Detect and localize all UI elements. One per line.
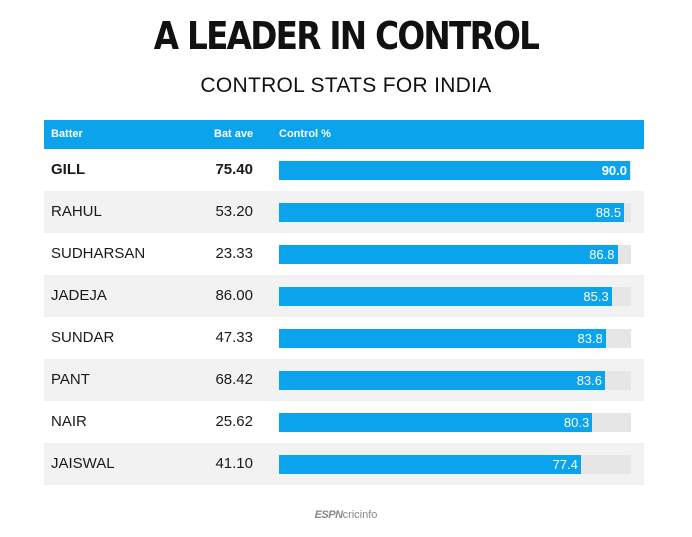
- control-bar: 88.5: [279, 203, 625, 222]
- bat-ave-value: 53.20: [215, 203, 253, 220]
- header-batter: Batter: [51, 128, 83, 140]
- table-row: SUNDAR 47.33 83.8: [44, 317, 644, 359]
- control-bar: 86.8: [279, 245, 618, 264]
- control-bar-track: 77.4: [279, 455, 631, 474]
- control-value-label: 86.8: [589, 247, 615, 262]
- control-value-label: 83.8: [577, 331, 603, 346]
- batter-name: JAISWAL: [51, 455, 115, 472]
- table-row: JAISWAL 41.10 77.4: [44, 443, 644, 485]
- control-value-label: 80.3: [563, 415, 590, 430]
- bat-ave-value: 68.42: [215, 371, 253, 388]
- header-bat-ave: Bat ave: [214, 128, 254, 140]
- table-row: PANT 68.42 83.6: [44, 359, 644, 401]
- logo-cricinfo: cricinfo: [342, 509, 378, 521]
- table-row: GILL 75.40 90.0: [44, 149, 644, 191]
- control-value-label: 85.3: [583, 289, 609, 304]
- bat-ave-value: 86.00: [215, 287, 253, 304]
- table-row: JADEJA 86.00 85.3: [44, 275, 644, 317]
- batter-name: NAIR: [51, 413, 87, 430]
- batter-name: SUNDAR: [51, 329, 115, 346]
- control-bar-track: 83.8: [279, 329, 631, 348]
- control-bar: 83.8: [279, 329, 606, 348]
- control-bar-track: 86.8: [279, 245, 631, 264]
- control-bar: 85.3: [279, 287, 612, 306]
- stats-table: Batter Bat ave Control % GILL 75.40 90.0 RA…: [44, 120, 644, 485]
- table-header: Batter Bat ave Control %: [44, 120, 644, 149]
- control-bar: 80.3: [279, 413, 593, 432]
- control-bar-track: 85.3: [279, 287, 631, 306]
- bat-ave-value: 47.33: [215, 329, 253, 346]
- batter-name: GILL: [51, 161, 86, 178]
- control-bar-track: 80.3: [279, 413, 631, 432]
- batter-name: PANT: [51, 371, 90, 388]
- espncricinfo-logo: ESPNcricinfo: [0, 509, 692, 521]
- batter-name: JADEJA: [51, 287, 107, 304]
- table-body: GILL 75.40 90.0 RAHUL 53.20 88.5 SUDHARSAN 23.3…: [44, 149, 644, 485]
- chart-title: A LEADER IN CONTROL: [153, 14, 540, 58]
- control-bar: 77.4: [279, 455, 581, 474]
- control-value-label: 88.5: [595, 205, 622, 220]
- batter-name: RAHUL: [51, 203, 102, 220]
- table-row: NAIR 25.62 80.3: [44, 401, 644, 443]
- control-bar-track: 83.6: [279, 371, 631, 390]
- control-bar: 90.0: [279, 161, 630, 180]
- control-value-label: 83.6: [576, 373, 602, 388]
- control-value-label: 77.4: [552, 457, 578, 472]
- logo-espn: ESPN: [314, 509, 343, 521]
- batter-name: SUDHARSAN: [51, 245, 146, 262]
- bat-ave-value: 23.33: [215, 245, 253, 262]
- control-bar-track: 88.5: [279, 203, 631, 222]
- chart-subtitle: CONTROL STATS FOR INDIA: [200, 74, 492, 97]
- table-row: SUDHARSAN 23.33 86.8: [44, 233, 644, 275]
- bat-ave-value: 41.10: [215, 455, 253, 472]
- header-control: Control %: [279, 128, 331, 140]
- control-bar: 83.6: [279, 371, 605, 390]
- bat-ave-value: 75.40: [215, 161, 253, 178]
- bat-ave-value: 25.62: [215, 413, 253, 430]
- control-value-label: 90.0: [601, 163, 627, 178]
- table-row: RAHUL 53.20 88.5: [44, 191, 644, 233]
- control-bar-track: 90.0: [279, 161, 631, 180]
